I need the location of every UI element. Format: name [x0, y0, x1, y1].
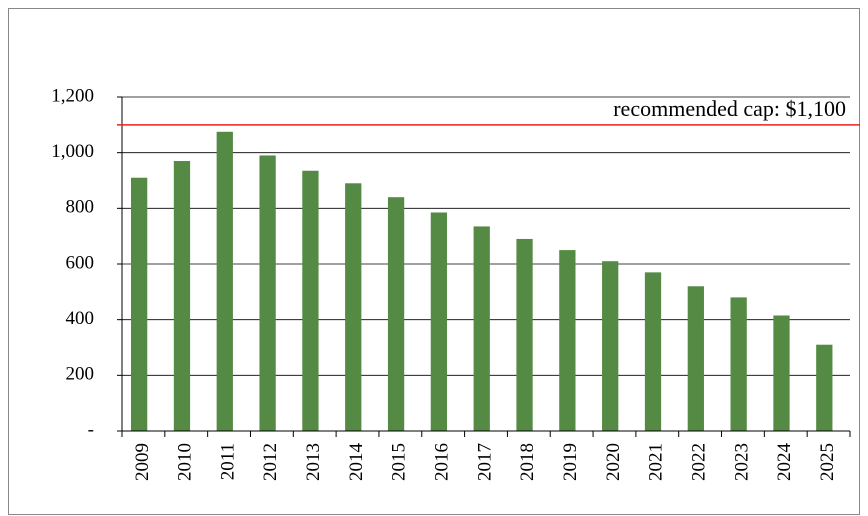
bar [602, 261, 619, 431]
x-tick-label: 2011 [217, 443, 238, 480]
bar [516, 238, 533, 431]
y-tick-label: 800 [66, 197, 95, 218]
x-tick-label: 2010 [175, 443, 196, 481]
bar [559, 250, 576, 431]
x-tick-label: 2016 [432, 443, 453, 481]
y-tick-label: 200 [66, 364, 95, 385]
bar [816, 344, 833, 431]
y-tick-label: 600 [66, 252, 95, 273]
x-tick-label: 2018 [517, 443, 538, 481]
x-tick-label: 2017 [474, 443, 495, 481]
x-tick-label: 2009 [132, 443, 153, 481]
y-tick-label: - [88, 419, 94, 440]
x-tick-label: 2015 [389, 443, 410, 481]
bar [302, 170, 319, 431]
bar [345, 183, 362, 431]
x-tick-label: 2020 [603, 443, 624, 481]
bar [473, 226, 490, 431]
x-tick-label: 2012 [260, 443, 281, 481]
x-tick-label: 2025 [817, 443, 838, 481]
x-tick-label: 2023 [731, 443, 752, 481]
bar [773, 315, 790, 431]
reference-label: recommended cap: $1,100 [613, 96, 846, 121]
y-tick-label: 400 [66, 308, 95, 329]
bar [259, 155, 276, 431]
x-tick-label: 2013 [303, 443, 324, 481]
bar [387, 197, 405, 431]
y-tick-label: 1,200 [51, 85, 94, 106]
bar [430, 212, 448, 431]
y-tick-label: 1,000 [51, 141, 94, 162]
bar [216, 131, 233, 431]
bar [173, 161, 191, 431]
bar [687, 286, 704, 431]
x-tick-label: 2021 [646, 443, 667, 481]
x-tick-label: 2024 [774, 443, 795, 482]
bar [644, 272, 662, 431]
x-tick-label: 2022 [688, 443, 709, 481]
bar [130, 177, 148, 431]
x-tick-label: 2019 [560, 443, 581, 481]
x-tick-label: 2014 [346, 443, 367, 482]
bar [730, 297, 747, 431]
